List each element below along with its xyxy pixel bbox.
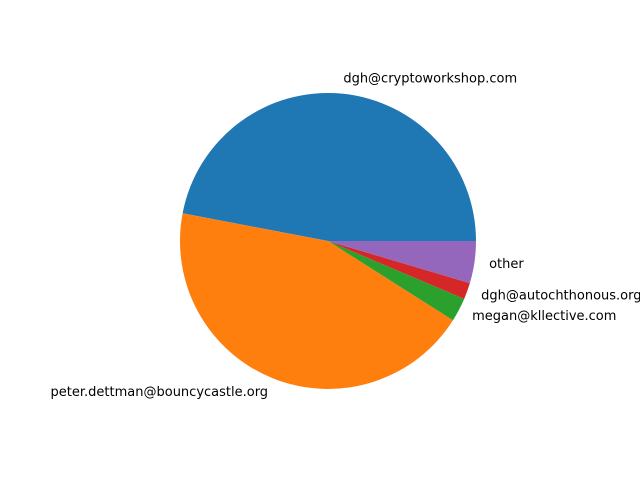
pie-slice-peter-dettman-bouncycastle-org — [180, 213, 453, 389]
pie-slice-other — [328, 241, 476, 284]
pie-label-other: other — [489, 257, 524, 272]
pie-slice-megan-kllective-com — [328, 241, 465, 321]
pie-slice-dgh-autochthonous-org — [328, 241, 470, 299]
pie-label-dgh-autochthonous-org: dgh@autochthonous.org — [481, 289, 640, 304]
pie-label-megan-kllective-com: megan@kllective.com — [472, 309, 616, 324]
pie-labels: dgh@cryptoworkshop.com peter.dettman@boun… — [51, 71, 640, 399]
pie-label-dgh-cryptoworkshop-com: dgh@cryptoworkshop.com — [343, 71, 517, 86]
pie-label-peter-dettman-bouncycastle-org: peter.dettman@bouncycastle.org — [51, 385, 269, 400]
pie-slices — [180, 92, 476, 389]
pie-slice-dgh-cryptoworkshop-com — [182, 92, 476, 241]
